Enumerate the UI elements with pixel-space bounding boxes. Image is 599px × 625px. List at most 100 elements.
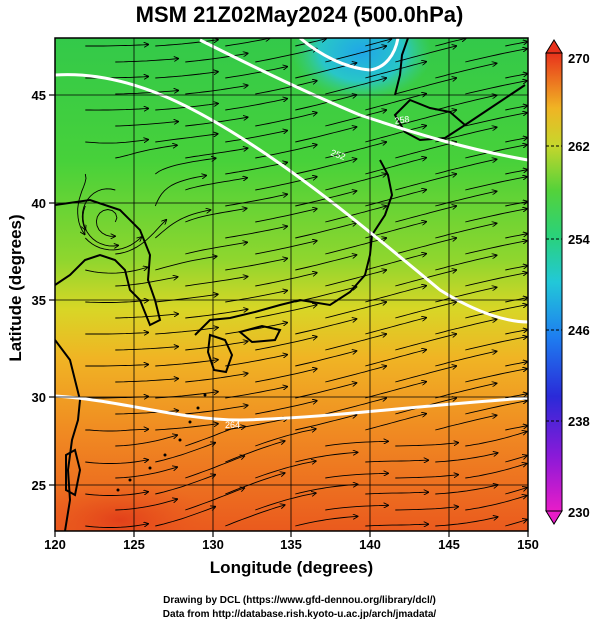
streamline: [155, 294, 218, 303]
x-tick-label: 145: [438, 537, 460, 552]
streamline: [435, 255, 496, 271]
streamline: [395, 142, 456, 159]
colorbar-tick-label: 270: [568, 51, 590, 66]
streamline: [435, 351, 496, 367]
coastline-kuril: [464, 84, 526, 126]
streamline: [435, 415, 496, 431]
streamline: [505, 330, 527, 335]
colorbar-max-arrow: [545, 39, 563, 54]
streamline: [435, 159, 496, 175]
streamline: [225, 38, 269, 47]
streamline: [85, 333, 148, 335]
streamline: [115, 435, 177, 447]
streamline: [225, 505, 284, 527]
colorbar-min-arrow: [545, 510, 563, 525]
streamline: [77, 173, 87, 234]
streamline: [505, 106, 527, 111]
streamline: [85, 45, 148, 47]
streamline: [505, 426, 527, 431]
streamline: [185, 208, 246, 223]
streamline: [115, 347, 178, 351]
y-tick-label: 40: [32, 196, 46, 211]
streamline: [185, 427, 245, 447]
streamline: [115, 122, 178, 127]
y-tick-label: 30: [32, 390, 46, 405]
streamline: [435, 383, 496, 399]
streamline: [185, 85, 247, 95]
streamline: [85, 140, 148, 144]
streamline: [115, 145, 177, 159]
credit-data: Data from http://database.rish.kyoto-u.a…: [162, 609, 437, 620]
streamline: [255, 337, 316, 351]
streamline: [185, 53, 247, 63]
streamline: [185, 242, 247, 255]
colorbar-tick-label: 246: [568, 323, 590, 338]
streamline: [295, 127, 356, 143]
streamline: [115, 277, 177, 287]
streamline: [465, 177, 527, 191]
streamline: [395, 443, 458, 447]
streamline: [185, 488, 244, 511]
streamline: [325, 441, 388, 447]
streamline: [435, 127, 496, 143]
streamline: [225, 258, 287, 271]
temperature-field: [55, 38, 528, 531]
streamline: [225, 355, 287, 367]
streamline: [295, 383, 356, 399]
streamline: [325, 334, 386, 351]
streamline: [505, 202, 527, 207]
streamline: [505, 488, 527, 495]
streamline: [435, 485, 497, 495]
streamline: [505, 170, 527, 175]
streamline: [325, 473, 388, 479]
streamline: [365, 62, 426, 79]
x-tick-label: 125: [123, 537, 145, 552]
streamline: [295, 39, 326, 47]
x-tick-label: 140: [359, 537, 381, 552]
streamline: [325, 366, 386, 383]
streamline: [365, 126, 426, 143]
streamline: [465, 273, 527, 287]
streamline: [395, 475, 458, 479]
streamline: [435, 38, 466, 47]
streamline: [465, 496, 526, 511]
streamline: [325, 142, 386, 159]
streamline: [435, 63, 496, 79]
streamline: [505, 520, 527, 527]
streamline: [365, 460, 428, 462]
streamline: [85, 365, 148, 367]
streamline: [115, 467, 177, 479]
streamline: [395, 110, 456, 127]
coastline-sakhalin: [394, 38, 409, 96]
streamline: [185, 405, 247, 415]
streamline: [225, 99, 287, 111]
streamline: [325, 174, 386, 191]
plot-area: 258 252 264: [55, 38, 528, 531]
x-tick-label: 120: [44, 537, 66, 552]
streamline: [155, 158, 215, 175]
streamline: [225, 441, 284, 463]
streamline: [325, 398, 386, 415]
streamline: [435, 287, 496, 303]
streamline: [255, 429, 315, 447]
y-tick-label: 25: [32, 478, 46, 493]
streamline: [465, 432, 526, 447]
streamline: [115, 91, 178, 95]
x-axis-ticks: [54, 531, 529, 537]
y-axis-ticks: [49, 94, 55, 486]
colorbar: 270 262 254 246 238 230: [545, 39, 590, 525]
streamline: [465, 81, 527, 95]
streamline: [435, 453, 497, 463]
y-tick-label: 45: [32, 88, 46, 103]
streamline: [154, 176, 206, 207]
contour-line-mid: [55, 73, 528, 324]
contour-line-north: [199, 38, 528, 162]
coastline-kyushu: [206, 333, 234, 374]
streamline: [365, 158, 426, 175]
streamline: [82, 205, 118, 246]
streamline: [435, 223, 496, 239]
streamline: [85, 109, 148, 111]
streamline: [255, 369, 316, 383]
streamline: [255, 273, 316, 287]
